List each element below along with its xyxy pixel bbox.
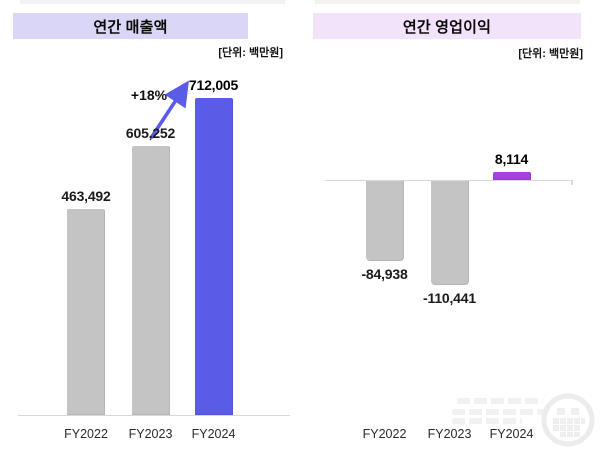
operating-profit-chart-title: 연간 영업이익	[313, 13, 581, 39]
watermark-text-illegible	[452, 409, 547, 415]
value-label-fy2023: 605,252	[125, 125, 176, 141]
bar-fy2023	[430, 181, 469, 285]
axis-label-fy2022: FY2022	[362, 427, 407, 441]
value-label-fy2023: -110,441	[423, 290, 476, 306]
value-label-fy2024: 8,114	[494, 151, 529, 167]
growth-annotation: +18%	[130, 87, 168, 103]
axis-label-fy2023: FY2023	[128, 427, 173, 441]
axis-label-fy2024: FY2024	[489, 427, 534, 441]
axis-label-fy2023: FY2023	[427, 427, 472, 441]
bar-fy2024	[492, 172, 531, 180]
profit-zero-axis-line	[325, 180, 572, 181]
axis-label-fy2022: FY2022	[64, 427, 108, 441]
bar-fy2022	[365, 181, 404, 261]
operating-profit-unit-label: [단위: 백만원]	[518, 48, 583, 60]
value-label-fy2024: 712,005	[188, 77, 239, 93]
growth-arrow-icon	[149, 80, 189, 139]
revenue-unit-label: [단위: 백만원]	[218, 47, 283, 59]
cropped-content-edge	[20, 0, 285, 4]
cropped-content-edge	[315, 0, 580, 4]
watermark-text-illegible	[457, 398, 543, 404]
watermark-text-illegible	[452, 418, 522, 424]
axis-end-tick	[571, 180, 573, 185]
axis-label-fy2024: FY2024	[191, 427, 236, 441]
revenue-x-axis-line	[18, 415, 290, 416]
revenue-chart-title: 연간 매출액	[13, 13, 248, 39]
value-label-fy2022: 463,492	[61, 188, 111, 204]
bar-fy2022	[67, 209, 105, 415]
bar-fy2024	[194, 98, 233, 415]
bar-fy2023	[131, 146, 170, 415]
press-logo-watermark-icon	[541, 393, 595, 447]
value-label-fy2022: -84,938	[361, 266, 408, 282]
